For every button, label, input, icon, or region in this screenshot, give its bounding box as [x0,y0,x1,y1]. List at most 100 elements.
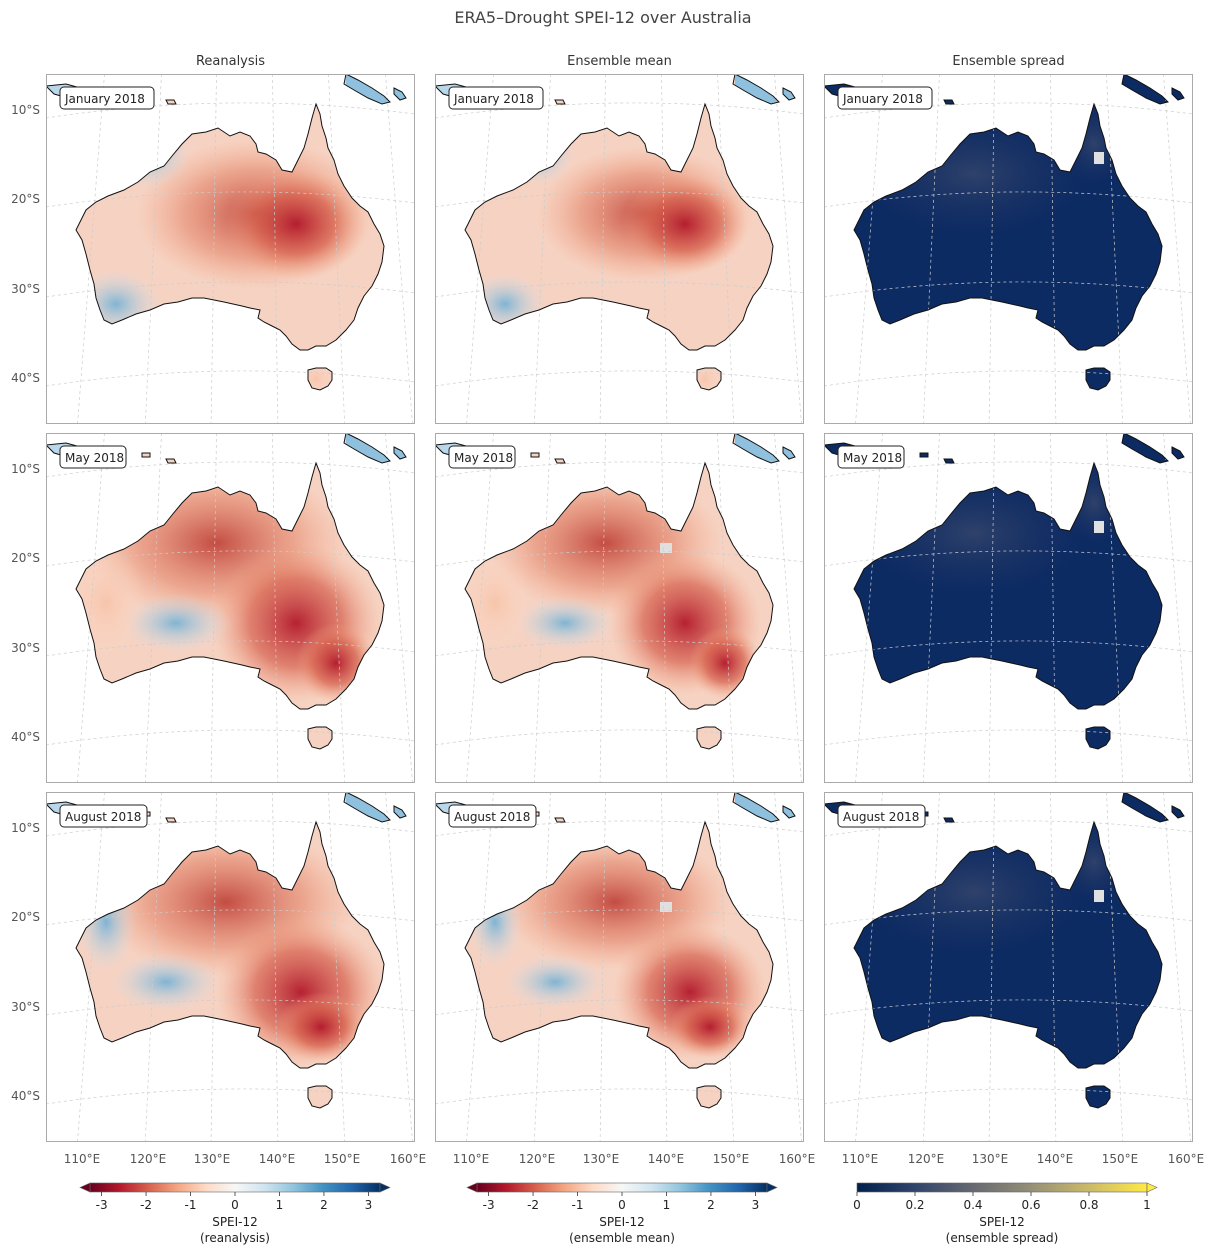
svg-text:January 2018: January 2018 [842,92,923,106]
colorbar-2: 0 0.2 0.4 0.6 0.8 1 SPEI-12 (ensemble spread) [853,1182,1158,1245]
colorbar-tick-label: -2 [527,1198,539,1212]
map-panel-0-0: January 2018 [46,74,415,424]
date-label: May 2018 [837,445,905,469]
colorbar-tick-label: 0.4 [963,1198,982,1212]
panel-grid: January 2018 Reanalysis 10°S 20°S 30°S 40°S Ja… [11,54,1204,1166]
missing-data-patch [660,543,672,553]
map-panel-1-0: May 2018 [46,433,415,783]
lon-tick-label: 150°E [324,1152,361,1166]
graticule [824,792,1193,1142]
lon-tick-label: 140°E [1037,1152,1074,1166]
lat-tick-label: 10°S [11,103,40,117]
colorbar-tick-label: 0.8 [1079,1198,1098,1212]
lat-tick-label: 10°S [11,462,40,476]
panel-frame [435,74,804,424]
lon-tick-label: 150°E [1102,1152,1139,1166]
colorbar-tick-label: 0 [853,1198,861,1212]
lon-tick-label: 110°E [64,1152,101,1166]
lat-tick-label: 30°S [11,1000,40,1014]
colorbar-tick-label: 3 [365,1198,373,1212]
missing-data-patch [1094,521,1104,533]
svg-text:August 2018: August 2018 [454,810,530,824]
column-title: Reanalysis [196,54,265,69]
date-label: January 2018 [837,86,933,110]
svg-text:May 2018: May 2018 [843,451,902,465]
svg-text:May 2018: May 2018 [454,451,513,465]
date-label: January 2018 [448,86,544,110]
missing-data-patch [660,902,672,912]
missing-data-patch [1094,890,1104,902]
map-panel-2-1: August 2018 [435,792,804,1142]
graticule [435,433,804,783]
panel-frame [46,792,415,1142]
colorbar-strip [89,1182,381,1193]
graticule [435,792,804,1142]
map-panel-2-2: August 2018 [824,792,1193,1142]
lon-tick-label: 130°E [194,1152,231,1166]
date-label: May 2018 [448,445,516,469]
lat-tick-label: 10°S [11,821,40,835]
map-panel-0-2: January 2018 [824,74,1193,424]
colorbar-tick-label: 0.6 [1021,1198,1040,1212]
graticule [824,433,1193,783]
colorbar-tick-label: 1 [1143,1198,1151,1212]
colorbar-tick-label: 1 [276,1198,284,1212]
panel-frame [46,74,415,424]
lat-tick-label: 20°S [11,551,40,565]
colorbar-label: SPEI-12 [599,1215,645,1229]
colorbar-label: SPEI-12 [979,1215,1025,1229]
date-label: August 2018 [448,804,537,828]
colorbar-strip [856,1182,1148,1193]
svg-text:January 2018: January 2018 [64,92,145,106]
colorbar-tick-label: -1 [185,1198,197,1212]
colorbar-tick-label: 0 [231,1198,239,1212]
colorbar-label-sub: (reanalysis) [200,1231,270,1245]
lat-tick-label: 40°S [11,1089,40,1103]
panel-frame [435,433,804,783]
colorbar-tick-label: -3 [96,1198,108,1212]
date-label: January 2018 [59,86,155,110]
colorbar-extend-low [466,1182,478,1193]
colorbar-tick-label: 1 [663,1198,671,1212]
column-title: Ensemble spread [952,54,1064,69]
date-label: May 2018 [59,445,127,469]
colorbar-extend-high [379,1182,391,1193]
colorbar-extend-high [1146,1182,1158,1193]
graticule [46,792,415,1142]
lat-tick-label: 40°S [11,730,40,744]
lon-tick-label: 160°E [779,1152,816,1166]
lon-tick-label: 140°E [259,1152,296,1166]
map-panel-2-0: August 2018 [46,792,415,1142]
colorbar-extend-low [79,1182,91,1193]
colorbar-tick-label: -2 [140,1198,152,1212]
panel-frame [435,792,804,1142]
colorbar-label: SPEI-12 [212,1215,258,1229]
lon-tick-label: 130°E [583,1152,620,1166]
map-panel-1-2: May 2018 [824,433,1193,783]
svg-text:August 2018: August 2018 [843,810,919,824]
coastline [46,74,407,391]
lon-tick-label: 120°E [130,1152,167,1166]
colorbar-label-sub: (ensemble spread) [946,1231,1059,1245]
lon-tick-label: 140°E [648,1152,685,1166]
lat-tick-label: 30°S [11,641,40,655]
lat-tick-label: 20°S [11,910,40,924]
panel-frame [824,433,1193,783]
colorbar-group: -3 -2 -1 0 1 2 3 SPEI-12 (reanalysis) -3 -2 -1 0 1 2 3 S… [79,1182,1158,1245]
date-label: August 2018 [837,804,926,828]
colorbar-tick-label: 2 [707,1198,715,1212]
panel-frame [824,74,1193,424]
lon-tick-label: 120°E [519,1152,556,1166]
colorbar-extend-high [766,1182,778,1193]
colorbar-tick-label: 0.2 [905,1198,924,1212]
lon-tick-label: 160°E [390,1152,427,1166]
lon-tick-label: 130°E [972,1152,1009,1166]
colorbar-tick-label: 3 [752,1198,760,1212]
lat-tick-label: 20°S [11,192,40,206]
colorbar-tick-label: 2 [320,1198,328,1212]
svg-text:May 2018: May 2018 [65,451,124,465]
svg-text:August 2018: August 2018 [65,810,141,824]
lon-tick-label: 120°E [908,1152,945,1166]
lat-tick-label: 30°S [11,282,40,296]
